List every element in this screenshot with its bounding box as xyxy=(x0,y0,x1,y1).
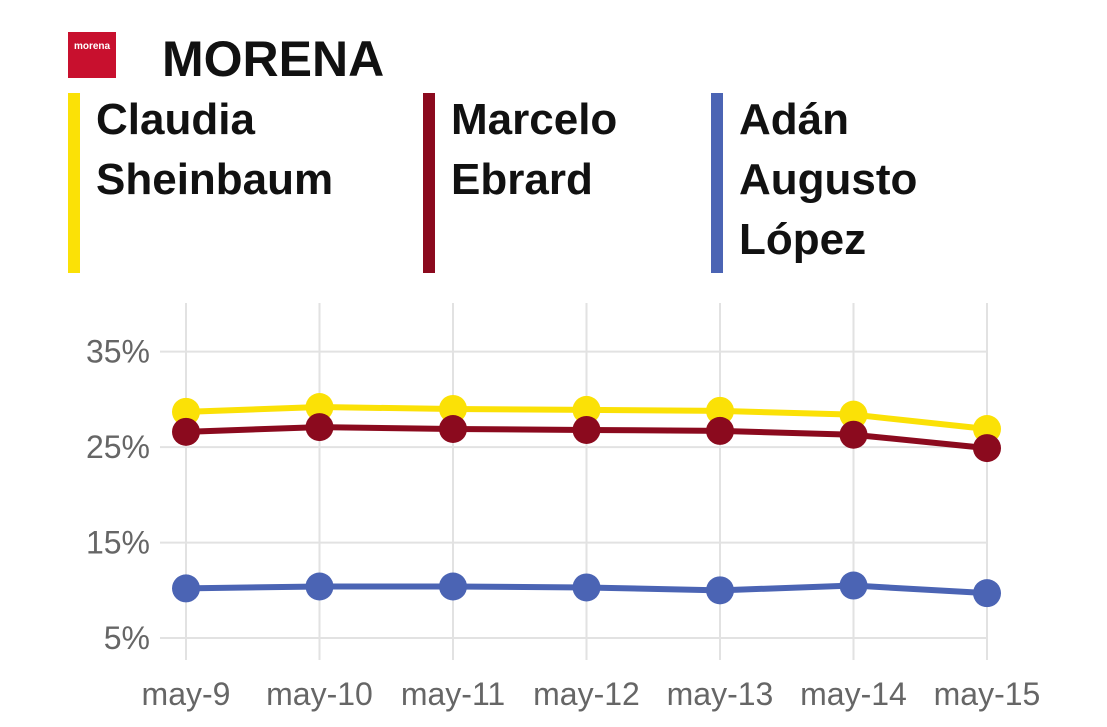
point xyxy=(572,415,601,444)
point xyxy=(305,393,334,422)
point xyxy=(305,572,334,601)
point xyxy=(706,396,734,425)
legend-entry: Claudia Sheinbaum xyxy=(68,93,398,273)
legend-label: Marcelo Ebrard xyxy=(451,95,618,204)
x-tick-label: may-13 xyxy=(667,676,774,712)
point xyxy=(973,434,1001,463)
x-tick-label: may-9 xyxy=(142,676,231,712)
point xyxy=(572,573,601,602)
point xyxy=(706,416,734,445)
logo: morena xyxy=(68,32,116,78)
point xyxy=(305,413,334,442)
y-tick-label: 15% xyxy=(86,525,150,561)
point xyxy=(439,572,467,601)
x-tick-label: may-12 xyxy=(533,676,640,712)
point xyxy=(706,576,734,605)
x-tick-label: may-11 xyxy=(401,676,505,712)
point xyxy=(839,400,868,429)
point xyxy=(839,571,868,600)
legend-label: Adán Augusto López xyxy=(739,95,918,264)
y-tick-label: 5% xyxy=(104,620,150,656)
x-tick-label: may-14 xyxy=(800,676,907,712)
y-tick-label: 35% xyxy=(86,334,150,370)
point xyxy=(973,579,1001,608)
legend-entry: Adán Augusto López xyxy=(711,93,951,273)
point xyxy=(439,394,467,423)
x-tick-label: may-15 xyxy=(934,676,1041,712)
y-tick-label: 25% xyxy=(86,429,150,465)
point xyxy=(439,415,467,443)
point xyxy=(572,395,601,424)
legend-label: Claudia Sheinbaum xyxy=(96,95,334,204)
chart-title: MORENA xyxy=(162,31,385,87)
legend-entry: Marcelo Ebrard xyxy=(423,93,683,273)
point xyxy=(172,397,200,426)
point xyxy=(172,417,200,446)
point xyxy=(839,420,868,449)
point xyxy=(172,574,200,603)
x-tick-label: may-10 xyxy=(266,676,373,712)
